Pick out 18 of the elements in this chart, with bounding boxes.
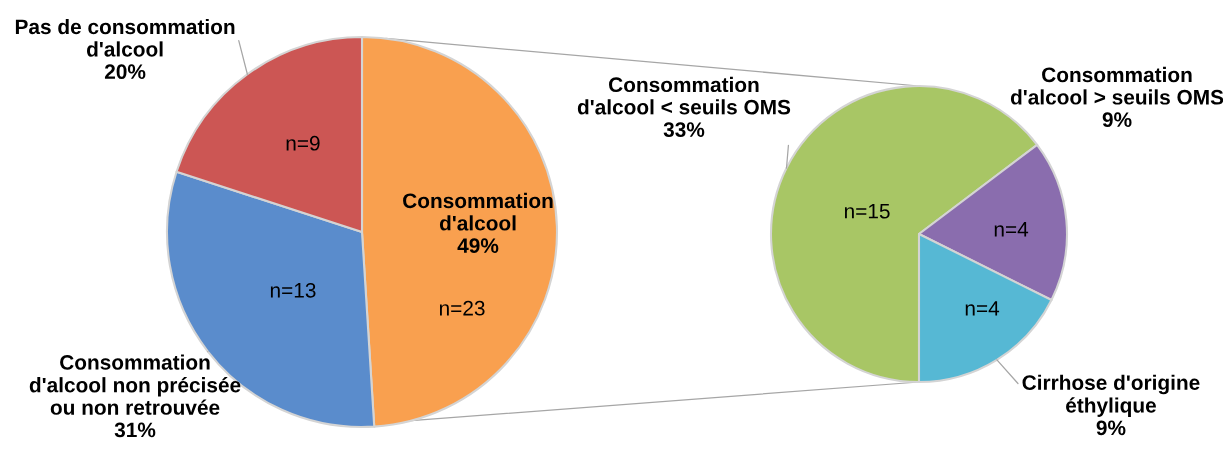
- data-label: 31%: [114, 422, 156, 438]
- data-label: 9%: [1096, 420, 1126, 436]
- slice-label: Consommation d'alcool > seuils OMS: [1010, 66, 1223, 105]
- slice-label: Consommation d'alcool < seuils OMS: [577, 76, 791, 115]
- text: n=15: [844, 204, 890, 219]
- slice-label: Consommation d'alcool non précisée ou non retrouvée: [29, 354, 241, 415]
- data-label: 49%: [457, 238, 499, 254]
- text: n=4: [965, 301, 1000, 316]
- data-label: 33%: [663, 122, 705, 137]
- slice-label: Consommation d'alcool: [403, 192, 553, 231]
- slice-label: Pas de consommation d'alcool: [15, 18, 235, 57]
- data-label: 9%: [1102, 112, 1132, 128]
- slice-label: Cirrhose d'origine éthylique: [1022, 374, 1200, 417]
- text: n=23: [439, 300, 485, 316]
- text: n=9: [286, 135, 320, 151]
- text: n=4: [994, 222, 1029, 237]
- data-label: 20%: [104, 64, 146, 80]
- text: n=13: [270, 282, 316, 298]
